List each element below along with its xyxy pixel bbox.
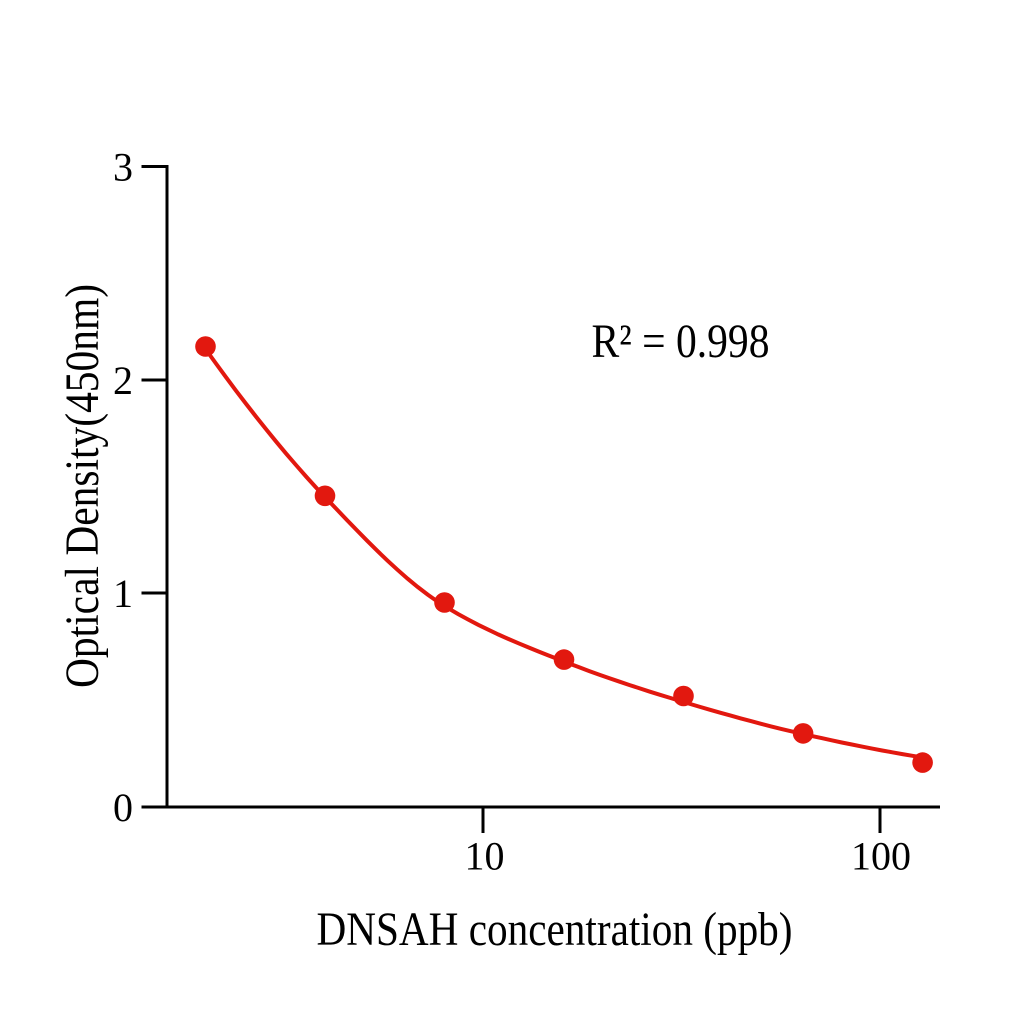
svg-text:2: 2 <box>113 358 133 403</box>
svg-text:DNSAH concentration (ppb): DNSAH concentration (ppb) <box>317 903 793 956</box>
svg-text:3: 3 <box>113 145 133 190</box>
svg-text:10: 10 <box>465 834 505 879</box>
svg-text:Optical Density(450nm): Optical Density(450nm) <box>56 284 109 688</box>
svg-text:0: 0 <box>113 785 133 830</box>
svg-text:1: 1 <box>113 571 133 616</box>
svg-text:100: 100 <box>851 834 911 879</box>
svg-text:R² = 0.998: R² = 0.998 <box>592 315 770 368</box>
